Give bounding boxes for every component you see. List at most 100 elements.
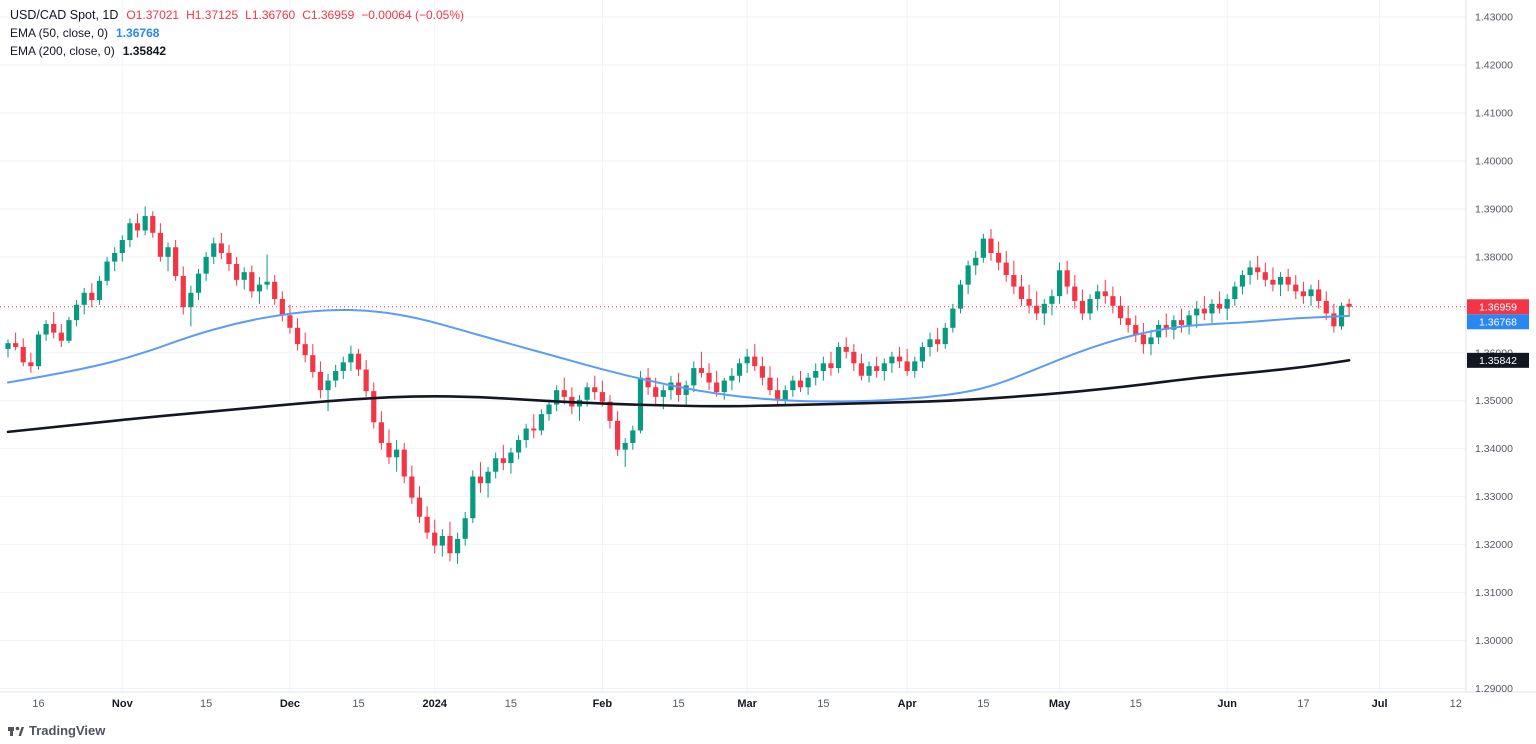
- candle: [767, 366, 773, 395]
- ema200-line[interactable]: [6, 359, 1351, 434]
- price-tick-label: 1.34000: [1475, 443, 1513, 455]
- candle: [1194, 300, 1200, 328]
- candle: [508, 447, 514, 474]
- candle: [736, 358, 743, 383]
- candle: [927, 332, 933, 357]
- candle: [1140, 323, 1146, 354]
- candle: [142, 206, 148, 236]
- candle: [310, 344, 316, 378]
- candle: [1110, 286, 1116, 314]
- candle: [683, 380, 689, 405]
- candle: [1262, 262, 1268, 287]
- candle: [386, 429, 392, 465]
- candle: [1087, 294, 1093, 321]
- candle: [1049, 289, 1055, 316]
- candle: [691, 361, 697, 393]
- candle: [104, 256, 110, 286]
- last-price-badge: 1.36959: [1467, 299, 1529, 315]
- time-tick-label: Dec: [280, 698, 300, 710]
- candle: [1300, 281, 1306, 304]
- candle: [462, 511, 468, 546]
- candle: [698, 351, 705, 378]
- candle: [615, 411, 621, 456]
- tradingview-logo[interactable]: TradingView: [8, 723, 105, 738]
- candle: [150, 211, 156, 238]
- candle: [797, 370, 804, 393]
- ohlc-low: L1.36760: [245, 8, 296, 22]
- candle: [416, 486, 423, 524]
- symbol-legend-row[interactable]: USD/CAD Spot, 1D O1.37021 H1.37125 L1.36…: [10, 6, 471, 24]
- candle: [66, 316, 72, 344]
- candle: [409, 465, 415, 504]
- candle: [249, 265, 255, 298]
- time-tick-label: Feb: [593, 698, 613, 710]
- ema200-label: EMA (200, close, 0): [10, 44, 115, 58]
- ema50-legend-row[interactable]: EMA (50, close, 0) 1.36768: [10, 24, 471, 42]
- candle: [1117, 296, 1124, 325]
- candle: [805, 372, 811, 395]
- candle: [28, 352, 34, 373]
- candle: [1026, 284, 1032, 314]
- candle: [980, 233, 986, 263]
- candle: [1346, 298, 1352, 317]
- time-tick-label: Nov: [112, 698, 134, 710]
- chart-legend: USD/CAD Spot, 1D O1.37021 H1.37125 L1.36…: [10, 6, 471, 60]
- candles-layer: [5, 206, 1352, 564]
- candle: [454, 532, 461, 564]
- candle: [378, 411, 384, 450]
- price-tick-label: 1.41000: [1475, 107, 1513, 119]
- tradingview-logo-icon: [8, 726, 24, 736]
- candle: [1247, 260, 1253, 285]
- candle: [119, 235, 125, 262]
- candle: [195, 268, 202, 300]
- candle: [1216, 291, 1223, 314]
- ema50-label: EMA (50, close, 0): [10, 26, 109, 40]
- candle: [477, 462, 484, 493]
- time-tick-label: 15: [352, 698, 364, 710]
- time-tick-label: 15: [672, 698, 684, 710]
- tradingview-logo-text: TradingView: [29, 723, 106, 738]
- candle: [51, 311, 57, 339]
- svg-text:1.35842: 1.35842: [1479, 355, 1517, 367]
- candle: [1209, 299, 1215, 324]
- candle: [515, 435, 522, 460]
- candle: [1316, 279, 1322, 309]
- candle: [965, 260, 971, 295]
- candle: [1156, 320, 1162, 345]
- candle: [858, 353, 865, 381]
- candle: [1102, 279, 1108, 304]
- time-scale-drag-zone[interactable]: [0, 692, 1466, 744]
- candle: [820, 356, 826, 381]
- time-tick-label: Jun: [1217, 698, 1237, 710]
- candle: [813, 363, 819, 386]
- candle: [721, 377, 727, 400]
- candle: [165, 242, 171, 272]
- price-scale-drag-zone[interactable]: [1466, 0, 1536, 692]
- candle: [371, 382, 377, 429]
- ema50-line[interactable]: [7, 308, 1351, 403]
- candle: [874, 356, 880, 378]
- candle: [1270, 267, 1276, 292]
- candle: [424, 506, 430, 539]
- candle: [935, 327, 941, 352]
- candle: [1003, 251, 1009, 282]
- candle: [287, 304, 293, 334]
- candle: [973, 251, 979, 276]
- time-scale[interactable]: 16 Nov 15 Dec 15 2024 15 Feb 15 Mar 15 Apr 15 May 15 Ju…: [32, 698, 1462, 710]
- candle: [500, 444, 506, 471]
- candle: [576, 394, 583, 421]
- ema200-legend-row[interactable]: EMA (200, close, 0) 1.35842: [10, 42, 471, 60]
- candle: [645, 368, 651, 395]
- candle: [904, 348, 910, 376]
- candle: [1148, 329, 1154, 356]
- candle: [279, 291, 285, 322]
- candle: [5, 339, 11, 358]
- candle: [546, 399, 552, 421]
- candle: [43, 320, 49, 341]
- ema200-price-badge: 1.35842: [1467, 352, 1529, 368]
- candle: [1201, 296, 1207, 321]
- candle: [561, 377, 567, 405]
- candle: [81, 287, 87, 315]
- symbol-title[interactable]: USD/CAD Spot, 1D: [10, 8, 119, 22]
